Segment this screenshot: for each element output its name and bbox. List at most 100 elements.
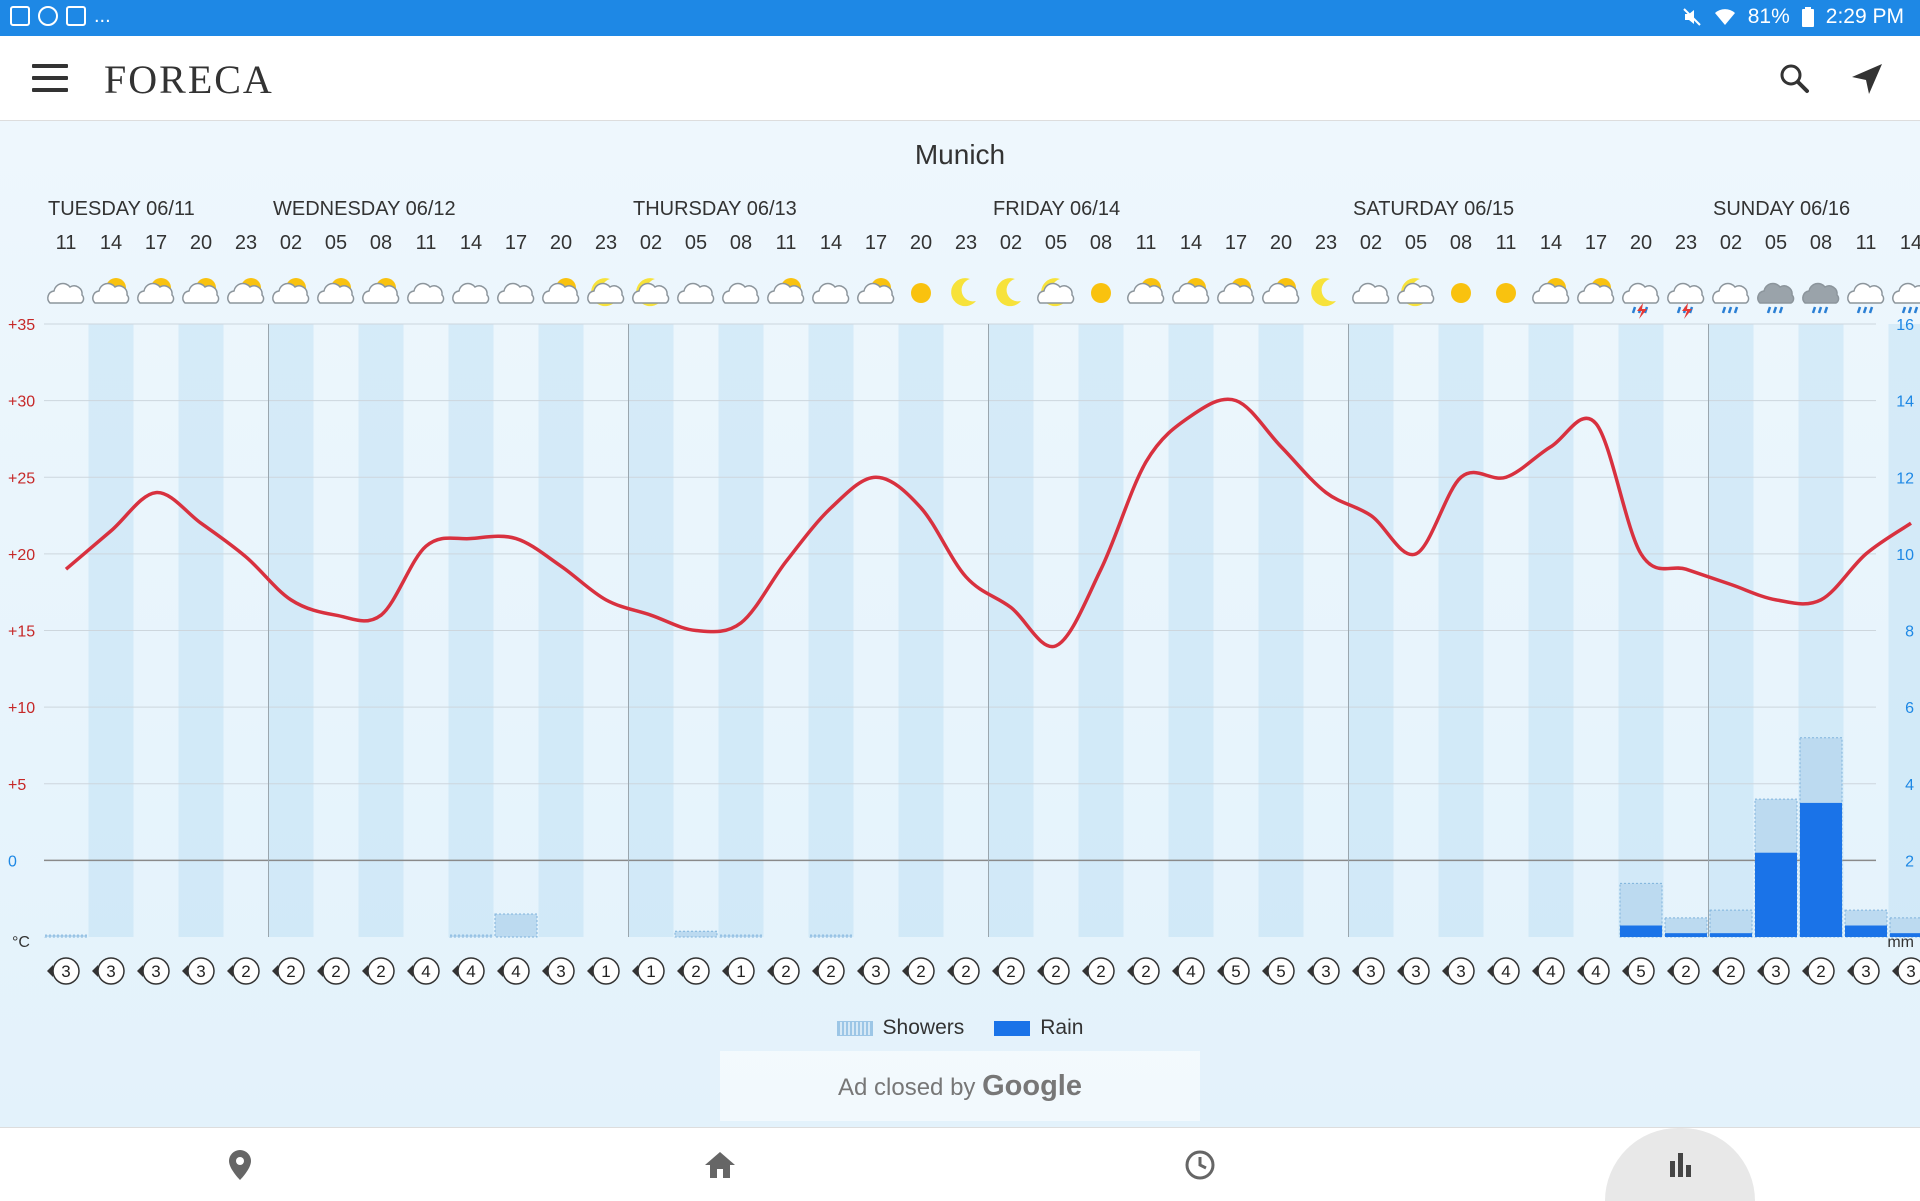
hour-label: 23 <box>235 232 257 254</box>
hamburger-icon[interactable] <box>32 64 68 92</box>
hour-label: 08 <box>730 232 752 254</box>
wind-direction-arrow <box>452 965 458 977</box>
wind-direction-arrow <box>947 965 953 977</box>
battery-percent: 81% <box>1748 5 1790 29</box>
cloudy-icon <box>498 283 534 303</box>
wind-direction-arrow <box>137 965 143 977</box>
temp-axis-tick: 0 <box>8 853 17 870</box>
navigation-arrow-icon[interactable] <box>1850 62 1884 96</box>
hour-label: 08 <box>1450 232 1472 254</box>
raindrops-icon <box>1768 307 1782 313</box>
wind-direction-arrow <box>1577 965 1583 977</box>
wind-speed: 4 <box>421 962 430 981</box>
raindrops-icon <box>1903 307 1917 313</box>
wind-direction-arrow <box>272 965 278 977</box>
hour-label: 23 <box>1315 232 1337 254</box>
wind-speed: 4 <box>1546 962 1555 981</box>
day-label: FRIDAY 06/14 <box>993 198 1120 220</box>
thunder-rain-icon <box>1623 283 1659 303</box>
hour-label: 20 <box>910 232 932 254</box>
hour-label: 23 <box>955 232 977 254</box>
day-label: SATURDAY 06/15 <box>1353 198 1514 220</box>
wind-direction-arrow <box>1667 965 1673 977</box>
temp-unit-label: °C <box>12 934 30 951</box>
app-bar: FORECA <box>0 36 1920 121</box>
notification-icons: ... <box>10 6 111 26</box>
wind-speed: 5 <box>1276 962 1285 981</box>
rain-swatch <box>994 1021 1030 1036</box>
partly-sunny-icon <box>858 283 894 303</box>
wind-speed: 3 <box>151 962 160 981</box>
cloudy-icon <box>1353 283 1389 303</box>
heavy-rain-icon <box>1758 283 1794 303</box>
wind-speed: 2 <box>1816 962 1825 981</box>
showers-bar <box>810 935 852 937</box>
wind-direction-arrow <box>677 965 683 977</box>
rain-bar <box>1620 926 1662 937</box>
wind-speed: 3 <box>1411 962 1420 981</box>
wind-speed: 2 <box>1096 962 1105 981</box>
wind-speed: 2 <box>826 962 835 981</box>
wind-direction-arrow <box>857 965 863 977</box>
wind-direction-arrow <box>1712 965 1718 977</box>
temp-axis-tick: +25 <box>8 470 35 487</box>
sunny-icon <box>1091 283 1111 303</box>
precip-axis-tick: 2 <box>1905 853 1914 870</box>
partly-cloudy-icon <box>1263 283 1299 303</box>
hour-label: 20 <box>190 232 212 254</box>
hour-label: 14 <box>1900 232 1920 254</box>
sunny-icon <box>1496 283 1516 303</box>
wind-speed: 5 <box>1231 962 1240 981</box>
precip-axis-tick: 8 <box>1905 624 1914 641</box>
sunny-icon <box>1451 283 1471 303</box>
rain-bar <box>1710 933 1752 937</box>
hour-label: 14 <box>100 232 122 254</box>
status-bar: ... 81% 2:29 PM <box>0 0 1920 36</box>
wind-direction-arrow <box>1757 965 1763 977</box>
nav-locations-button[interactable] <box>165 1128 315 1201</box>
wind-direction-arrow <box>1802 965 1808 977</box>
nav-history-button[interactable] <box>1125 1128 1275 1201</box>
hour-label: 20 <box>1270 232 1292 254</box>
precip-axis-tick: 10 <box>1896 547 1914 564</box>
legend-showers: Showers <box>837 1016 965 1040</box>
wind-direction-arrow <box>317 965 323 977</box>
wind-direction-arrow <box>632 965 638 977</box>
nav-home-button[interactable] <box>645 1128 795 1201</box>
showers-bar <box>1710 910 1752 937</box>
wind-speed: 4 <box>1591 962 1600 981</box>
wind-direction-arrow <box>182 965 188 977</box>
precip-axis-tick: 6 <box>1905 700 1914 717</box>
wind-direction-arrow <box>1532 965 1538 977</box>
rain-icon <box>1893 283 1920 303</box>
showers-bar <box>495 914 537 937</box>
precip-axis-tick: 12 <box>1896 470 1914 487</box>
chart-legend: Showers Rain <box>0 1016 1920 1040</box>
wind-speed: 2 <box>1681 962 1690 981</box>
wind-speed: 4 <box>1186 962 1195 981</box>
search-icon[interactable] <box>1778 62 1810 94</box>
wind-direction-arrow <box>902 965 908 977</box>
hour-label: 05 <box>325 232 347 254</box>
image-notification-icon <box>10 6 30 26</box>
wind-direction-arrow <box>1127 965 1133 977</box>
nav-graph-button[interactable] <box>1605 1128 1755 1201</box>
hour-label: 14 <box>460 232 482 254</box>
battery-icon <box>1802 7 1814 27</box>
partly-cloudy-icon <box>318 283 354 303</box>
cloudy-icon <box>813 283 849 303</box>
hour-label: 14 <box>820 232 842 254</box>
wind-direction-arrow <box>1307 965 1313 977</box>
hour-label: 05 <box>685 232 707 254</box>
hour-label: 17 <box>1585 232 1607 254</box>
day-label: THURSDAY 06/13 <box>633 198 797 220</box>
wind-speed: 2 <box>1726 962 1735 981</box>
wind-direction-arrow <box>812 965 818 977</box>
wind-speed: 2 <box>691 962 700 981</box>
rain-bar <box>1665 933 1707 937</box>
wind-direction-arrow <box>1352 965 1358 977</box>
hour-label: 11 <box>416 232 437 254</box>
legend-rain: Rain <box>994 1016 1083 1040</box>
